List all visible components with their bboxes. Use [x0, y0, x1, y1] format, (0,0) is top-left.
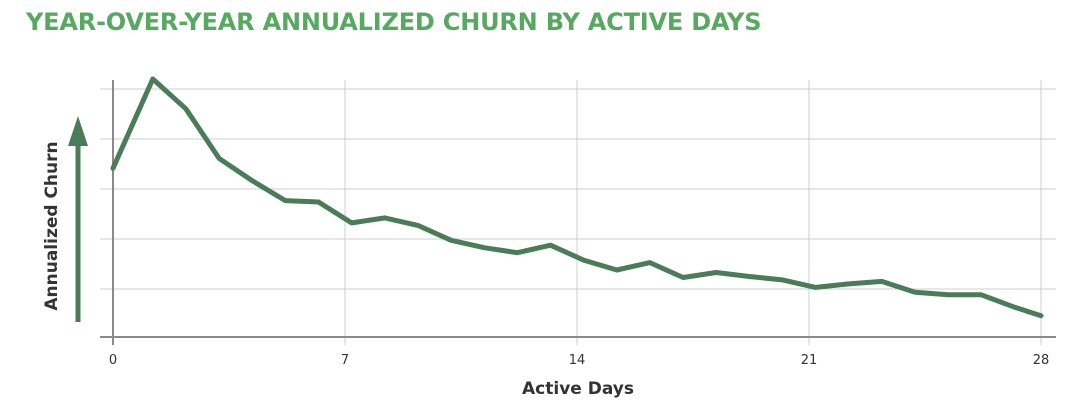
- chart-title: YEAR-OVER-YEAR ANNUALIZED CHURN BY ACTIV…: [26, 8, 762, 36]
- x-tick-label: 14: [569, 353, 586, 368]
- x-tick-label: 28: [1033, 353, 1050, 368]
- grid-layer: [100, 80, 1056, 345]
- x-tick-label: 21: [801, 353, 818, 368]
- x-tick-label: 7: [341, 353, 349, 368]
- series-line-annualized-churn: [110, 76, 1044, 319]
- x-tick-labels: 0 7 14 21 28: [109, 353, 1049, 368]
- x-axis-title: Active Days: [522, 379, 634, 399]
- y-axis-up-arrow: [68, 116, 88, 322]
- y-axis-title: Annualized Churn: [42, 141, 62, 310]
- x-tick-label: 0: [109, 353, 117, 368]
